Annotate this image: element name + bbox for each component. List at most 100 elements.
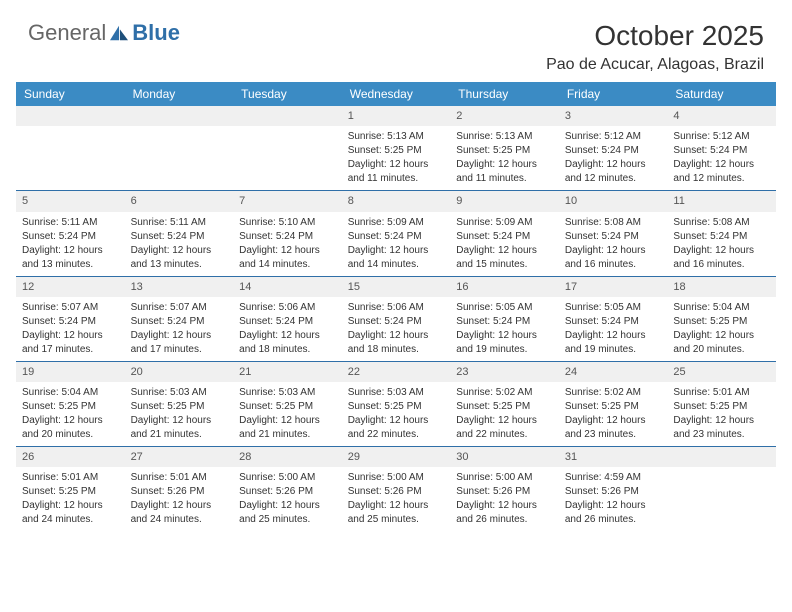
daylight-line-2: and 14 minutes. — [348, 258, 445, 271]
daylight-line-2: and 23 minutes. — [565, 428, 662, 441]
daylight-line-2: and 22 minutes. — [456, 428, 553, 441]
daylight-line-1: Daylight: 12 hours — [131, 244, 228, 257]
day-body: Sunrise: 5:08 AMSunset: 5:24 PMDaylight:… — [559, 214, 668, 276]
daylight-line-2: and 18 minutes. — [348, 343, 445, 356]
day-body: Sunrise: 5:07 AMSunset: 5:24 PMDaylight:… — [16, 299, 125, 361]
week-row: 26Sunrise: 5:01 AMSunset: 5:25 PMDayligh… — [16, 447, 776, 531]
daylight-line-1: Daylight: 12 hours — [22, 244, 119, 257]
daylight-line-2: and 16 minutes. — [565, 258, 662, 271]
daylight-line-1: Daylight: 12 hours — [456, 329, 553, 342]
sunset-line: Sunset: 5:24 PM — [22, 315, 119, 328]
day-body: Sunrise: 5:03 AMSunset: 5:25 PMDaylight:… — [125, 384, 234, 446]
dow-cell: Wednesday — [342, 82, 451, 106]
daylight-line-2: and 20 minutes. — [22, 428, 119, 441]
day-cell: 29Sunrise: 5:00 AMSunset: 5:26 PMDayligh… — [342, 447, 451, 531]
daylight-line-2: and 12 minutes. — [565, 172, 662, 185]
daylight-line-1: Daylight: 12 hours — [456, 158, 553, 171]
day-cell: 6Sunrise: 5:11 AMSunset: 5:24 PMDaylight… — [125, 191, 234, 275]
sunrise-line: Sunrise: 5:01 AM — [131, 471, 228, 484]
daylight-line-2: and 11 minutes. — [348, 172, 445, 185]
sunrise-line: Sunrise: 5:01 AM — [673, 386, 770, 399]
daylight-line-2: and 13 minutes. — [22, 258, 119, 271]
daylight-line-2: and 16 minutes. — [673, 258, 770, 271]
sunrise-line: Sunrise: 5:00 AM — [239, 471, 336, 484]
sunset-line: Sunset: 5:24 PM — [456, 315, 553, 328]
day-cell: 9 Sunrise: 5:09 AMSunset: 5:24 PMDaylight… — [450, 191, 559, 275]
day-number: 18 — [667, 277, 776, 297]
day-number: 3 — [559, 106, 668, 126]
day-cell: 18Sunrise: 5:04 AMSunset: 5:25 PMDayligh… — [667, 277, 776, 361]
day-number — [233, 106, 342, 126]
day-number: 23 — [450, 362, 559, 382]
sunset-line: Sunset: 5:24 PM — [131, 315, 228, 328]
day-cell: 28Sunrise: 5:00 AMSunset: 5:26 PMDayligh… — [233, 447, 342, 531]
daylight-line-2: and 23 minutes. — [673, 428, 770, 441]
sunrise-line: Sunrise: 5:11 AM — [131, 216, 228, 229]
day-number: 10 — [559, 191, 668, 211]
day-number: 27 — [125, 447, 234, 467]
day-number: 9 — [450, 191, 559, 211]
weeks-container: 1Sunrise: 5:13 AMSunset: 5:25 PMDaylight… — [16, 106, 776, 531]
brand-part1: General — [28, 20, 106, 46]
sunset-line: Sunset: 5:25 PM — [22, 400, 119, 413]
daylight-line-2: and 22 minutes. — [348, 428, 445, 441]
sunset-line: Sunset: 5:25 PM — [456, 400, 553, 413]
day-cell: 15Sunrise: 5:06 AMSunset: 5:24 PMDayligh… — [342, 277, 451, 361]
day-cell: 7Sunrise: 5:10 AMSunset: 5:24 PMDaylight… — [233, 191, 342, 275]
day-body: Sunrise: 5:02 AMSunset: 5:25 PMDaylight:… — [450, 384, 559, 446]
daylight-line-1: Daylight: 12 hours — [131, 414, 228, 427]
daylight-line-1: Daylight: 12 hours — [348, 499, 445, 512]
sunset-line: Sunset: 5:24 PM — [22, 230, 119, 243]
day-number: 24 — [559, 362, 668, 382]
day-cell: 4Sunrise: 5:12 AMSunset: 5:24 PMDaylight… — [667, 106, 776, 190]
day-cell: 3Sunrise: 5:12 AMSunset: 5:24 PMDaylight… — [559, 106, 668, 190]
daylight-line-1: Daylight: 12 hours — [348, 329, 445, 342]
day-cell: 16Sunrise: 5:05 AMSunset: 5:24 PMDayligh… — [450, 277, 559, 361]
day-body: Sunrise: 5:06 AMSunset: 5:24 PMDaylight:… — [342, 299, 451, 361]
sunrise-line: Sunrise: 5:07 AM — [131, 301, 228, 314]
daylight-line-1: Daylight: 12 hours — [348, 158, 445, 171]
day-number: 20 — [125, 362, 234, 382]
daylight-line-1: Daylight: 12 hours — [22, 414, 119, 427]
daylight-line-1: Daylight: 12 hours — [565, 244, 662, 257]
sunrise-line: Sunrise: 5:02 AM — [456, 386, 553, 399]
day-cell: 22Sunrise: 5:03 AMSunset: 5:25 PMDayligh… — [342, 362, 451, 446]
daylight-line-2: and 25 minutes. — [348, 513, 445, 526]
sunset-line: Sunset: 5:24 PM — [565, 144, 662, 157]
page-title: October 2025 — [546, 20, 764, 52]
day-number: 31 — [559, 447, 668, 467]
daylight-line-2: and 26 minutes. — [456, 513, 553, 526]
dow-cell: Tuesday — [233, 82, 342, 106]
daylight-line-1: Daylight: 12 hours — [131, 329, 228, 342]
day-cell: 11Sunrise: 5:08 AMSunset: 5:24 PMDayligh… — [667, 191, 776, 275]
sunrise-line: Sunrise: 5:00 AM — [348, 471, 445, 484]
day-number: 17 — [559, 277, 668, 297]
day-number: 13 — [125, 277, 234, 297]
day-body: Sunrise: 5:09 AMSunset: 5:24 PMDaylight:… — [450, 214, 559, 276]
sunset-line: Sunset: 5:24 PM — [239, 315, 336, 328]
day-number: 2 — [450, 106, 559, 126]
daylight-line-2: and 19 minutes. — [565, 343, 662, 356]
sunset-line: Sunset: 5:24 PM — [239, 230, 336, 243]
sunset-line: Sunset: 5:25 PM — [565, 400, 662, 413]
day-number: 16 — [450, 277, 559, 297]
sunrise-line: Sunrise: 5:04 AM — [673, 301, 770, 314]
day-body: Sunrise: 5:01 AMSunset: 5:26 PMDaylight:… — [125, 469, 234, 531]
day-cell: 1Sunrise: 5:13 AMSunset: 5:25 PMDaylight… — [342, 106, 451, 190]
daylight-line-1: Daylight: 12 hours — [673, 414, 770, 427]
sunrise-line: Sunrise: 5:12 AM — [565, 130, 662, 143]
sunrise-line: Sunrise: 5:11 AM — [22, 216, 119, 229]
daylight-line-2: and 13 minutes. — [131, 258, 228, 271]
sunset-line: Sunset: 5:26 PM — [348, 485, 445, 498]
day-cell: 19Sunrise: 5:04 AMSunset: 5:25 PMDayligh… — [16, 362, 125, 446]
day-body: Sunrise: 5:00 AMSunset: 5:26 PMDaylight:… — [450, 469, 559, 531]
daylight-line-2: and 14 minutes. — [239, 258, 336, 271]
day-body: Sunrise: 5:13 AMSunset: 5:25 PMDaylight:… — [450, 128, 559, 190]
sunset-line: Sunset: 5:25 PM — [673, 400, 770, 413]
brand-logo: General Blue — [28, 20, 180, 46]
sunset-line: Sunset: 5:26 PM — [456, 485, 553, 498]
sunset-line: Sunset: 5:26 PM — [131, 485, 228, 498]
day-body: Sunrise: 5:01 AMSunset: 5:25 PMDaylight:… — [16, 469, 125, 531]
header: General Blue October 2025 Pao de Acucar,… — [0, 0, 792, 82]
day-cell: 24Sunrise: 5:02 AMSunset: 5:25 PMDayligh… — [559, 362, 668, 446]
